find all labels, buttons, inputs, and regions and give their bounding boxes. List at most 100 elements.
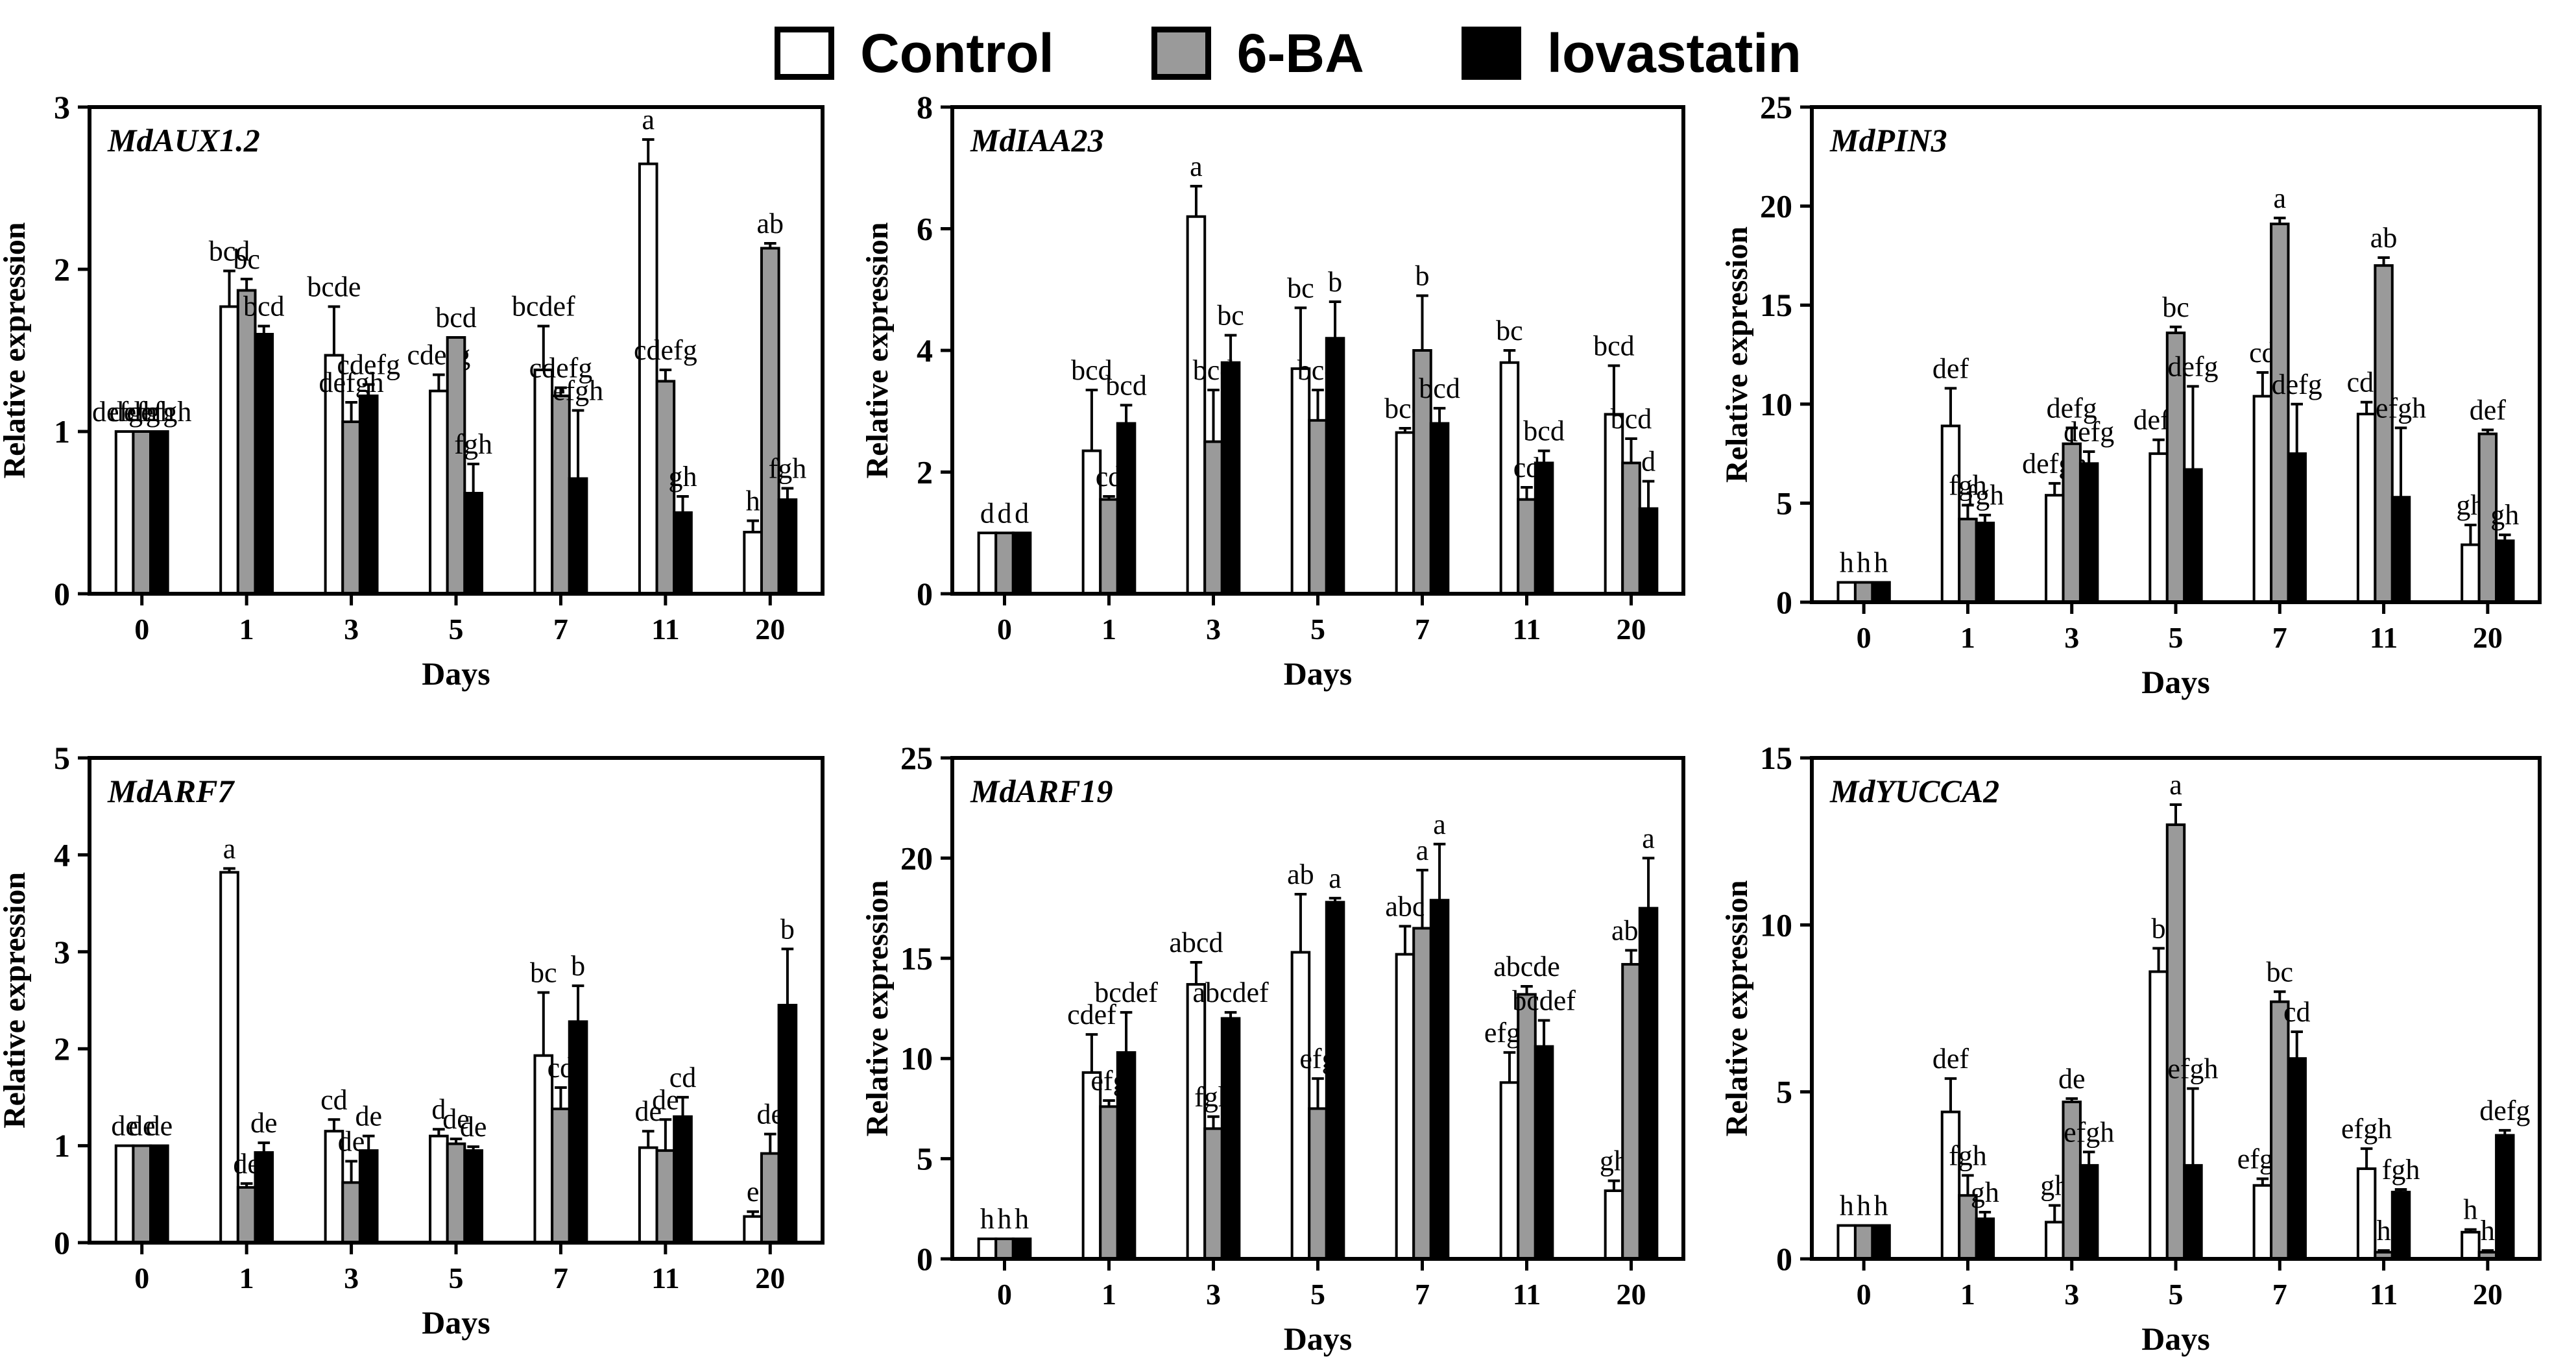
bar-lovastatin-day-1	[1116, 422, 1137, 595]
bar-control-day-1	[219, 305, 239, 595]
significance-letter: de	[111, 1110, 138, 1142]
x-tick-label: 1	[1101, 1278, 1116, 1311]
significance-letter: a	[223, 833, 236, 864]
legend-item-lovastatin: lovastatin	[1461, 22, 1801, 85]
significance-letter: cd	[320, 1084, 348, 1115]
y-tick-label: 10	[1760, 386, 1792, 422]
y-tick-label: 5	[1776, 1074, 1792, 1110]
significance-letter: de	[460, 1111, 487, 1143]
y-tick-label: 0	[1776, 1241, 1792, 1277]
significance-letter: cd	[669, 1062, 697, 1093]
bar-control-day-5	[2149, 970, 2169, 1261]
x-tick-label: 11	[651, 1261, 679, 1295]
y-tick-label: 3	[54, 934, 70, 970]
bar-lovastatin-day-5	[1325, 337, 1345, 595]
bar-lovastatin-day-7	[1429, 422, 1450, 595]
y-tick-label: 20	[1760, 188, 1792, 225]
significance-letter: defgh	[92, 396, 157, 428]
bar-control-day-0	[114, 1144, 135, 1244]
significance-letter: bc	[2162, 291, 2189, 323]
y-tick-label: 5	[917, 1141, 933, 1177]
significance-letter: h	[1015, 1203, 1029, 1235]
significance-letter: bcd	[1523, 415, 1565, 447]
significance-letter: a	[1642, 822, 1655, 854]
bar-6-ba-day-7	[551, 1107, 571, 1244]
significance-letter: b	[1328, 266, 1342, 298]
x-tick-label: 0	[997, 1278, 1012, 1311]
bar-lovastatin-day-20	[2495, 1134, 2515, 1261]
y-tick-label: 15	[1760, 740, 1792, 776]
y-tick-label: 2	[917, 454, 933, 491]
chart-title: MdYUCCA2	[1829, 773, 1999, 809]
bar-6-ba-day-7	[551, 395, 571, 595]
y-tick-label: 2	[54, 251, 70, 287]
significance-letter: abc	[1385, 890, 1425, 922]
y-tick-label: 15	[1760, 287, 1792, 323]
y-tick-label: 0	[54, 576, 70, 612]
bar-6-ba-day-7	[2270, 223, 2290, 603]
significance-letter: de	[442, 1103, 470, 1135]
significance-letter: h	[2463, 1194, 2477, 1226]
x-axis-label: Days	[422, 1304, 490, 1341]
significance-letter: gh	[1971, 1176, 1999, 1208]
bar-6-ba-day-1	[236, 1186, 257, 1245]
bar-lovastatin-day-11	[1534, 461, 1554, 595]
y-axis-label: Relative expression	[860, 880, 895, 1136]
bar-lovastatin-day-20	[777, 1003, 798, 1244]
y-tick-label: 0	[917, 1241, 933, 1277]
bar-control-day-20	[743, 531, 763, 595]
x-tick-label: 20	[1617, 1278, 1646, 1311]
x-tick-label: 5	[449, 613, 464, 646]
x-tick-label: 1	[1960, 1278, 1975, 1311]
x-tick-label: 3	[2064, 1278, 2079, 1311]
significance-letter: de	[128, 1110, 156, 1142]
x-tick-label: 0	[134, 1261, 149, 1295]
bar-lovastatin-day-20	[777, 498, 798, 595]
significance-letter: b	[2152, 912, 2166, 944]
significance-letter: d	[431, 1093, 446, 1125]
bar-lovastatin-day-0	[1011, 1237, 1032, 1260]
bar-lovastatin-day-20	[1638, 907, 1659, 1260]
x-tick-label: 1	[1960, 621, 1975, 654]
bar-6-ba-day-3	[341, 1181, 361, 1244]
bar-control-day-0	[114, 430, 135, 595]
y-tick-label: 10	[1760, 907, 1792, 943]
bar-lovastatin-day-5	[2183, 1163, 2203, 1260]
bar-control-day-5	[429, 1134, 449, 1245]
significance-letter: bcd	[1419, 372, 1460, 404]
significance-letter: h	[2481, 1215, 2495, 1247]
significance-letter: defgh	[319, 367, 383, 398]
x-tick-label: 5	[2169, 621, 2184, 654]
bar-lovastatin-day-20	[1638, 507, 1659, 595]
significance-letter: ab	[2370, 222, 2398, 254]
y-tick-label: 1	[54, 413, 70, 450]
bar-control-day-3	[2045, 494, 2065, 604]
bar-control-day-0	[977, 1237, 998, 1260]
x-tick-label: 7	[553, 613, 568, 646]
bar-6-ba-day-0	[1853, 1224, 1874, 1260]
significance-letter: fgh	[769, 453, 807, 485]
x-tick-label: 11	[1513, 1278, 1541, 1311]
significance-letter: h	[1840, 1190, 1854, 1222]
x-tick-label: 3	[2064, 621, 2079, 654]
chart-mdarf19: hcdefabcdababcefghghhefgfghefgaabcdeabch…	[860, 740, 1685, 1357]
significance-letter: a	[642, 104, 655, 136]
significance-letter: fgh	[454, 428, 492, 460]
x-tick-label: 20	[755, 1261, 785, 1295]
significance-letter: defg	[2167, 350, 2218, 382]
bar-control-day-7	[1395, 431, 1415, 595]
bar-6-ba-day-3	[2062, 442, 2082, 604]
bar-lovastatin-day-5	[463, 492, 483, 595]
y-tick-label: 20	[900, 840, 933, 876]
bar-6-ba-day-11	[2374, 264, 2394, 604]
bar-control-day-0	[1836, 581, 1857, 603]
x-axis-label: Days	[2141, 664, 2210, 700]
bar-lovastatin-day-7	[2287, 452, 2307, 603]
legend-swatch-6ba	[1151, 27, 1211, 80]
significance-letter: defg	[2272, 369, 2322, 400]
bar-lovastatin-day-11	[1534, 1045, 1554, 1260]
bar-lovastatin-day-5	[463, 1149, 483, 1244]
significance-letter: h	[746, 485, 760, 517]
significance-letter: h	[998, 1203, 1012, 1235]
